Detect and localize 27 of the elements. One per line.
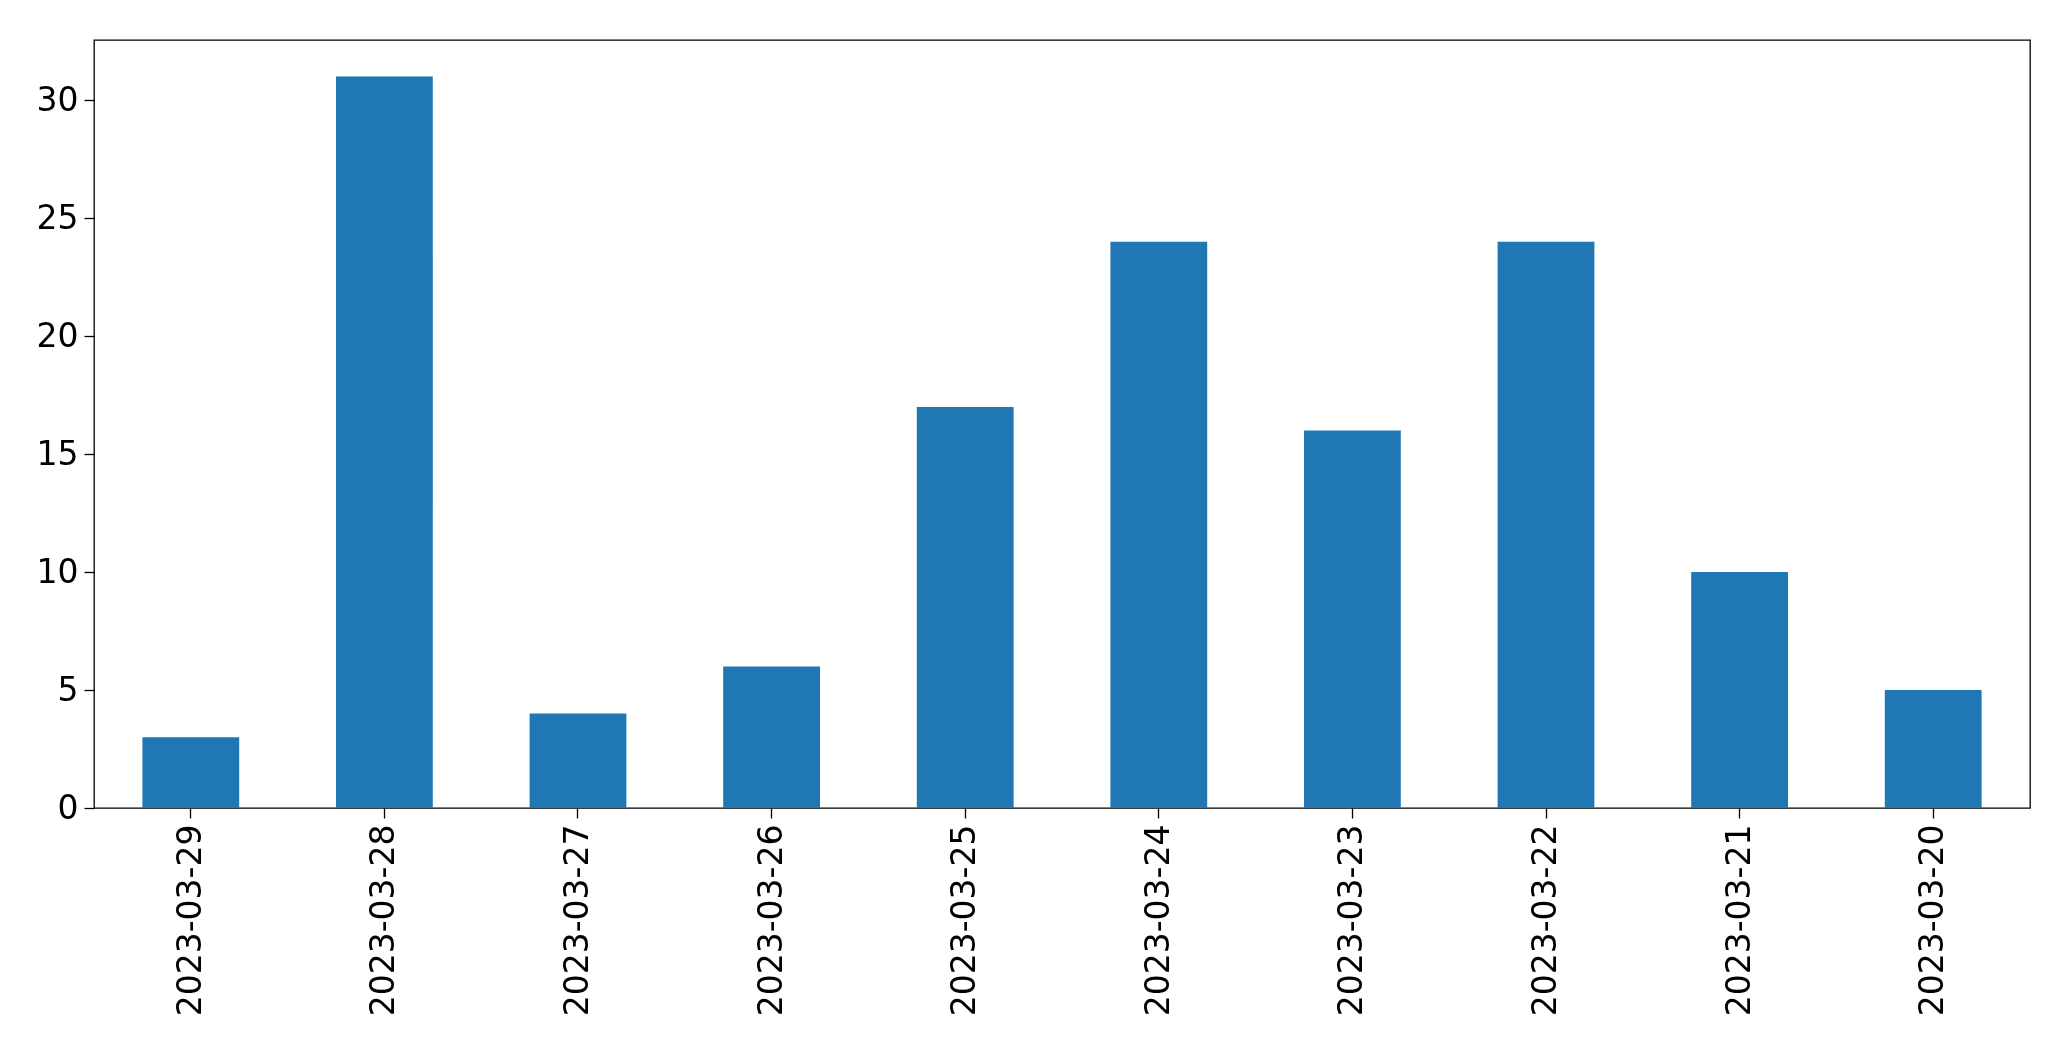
y-tick-label: 0: [57, 787, 79, 827]
x-tick-label: 2023-03-25: [944, 824, 984, 1017]
bar: [1691, 572, 1788, 808]
y-tick-label: 30: [36, 79, 79, 119]
bar: [1304, 430, 1401, 808]
bar: [723, 666, 820, 808]
x-tick-label: 2023-03-20: [1912, 824, 1952, 1017]
bar: [916, 406, 1014, 808]
x-tick-label: 2023-03-26: [750, 824, 790, 1017]
y-tick-label: 25: [36, 197, 79, 237]
bar: [142, 737, 240, 808]
x-tick-label: 2023-03-29: [169, 824, 209, 1017]
y-tick-label: 20: [36, 315, 79, 355]
y-tick-label: 15: [36, 433, 79, 473]
bar: [1110, 241, 1208, 808]
x-tick-label: 2023-03-22: [1525, 824, 1564, 1017]
bar: [1884, 690, 1982, 808]
bar: [336, 76, 433, 808]
y-tick-label: 5: [57, 669, 79, 709]
x-tick-label: 2023-03-28: [363, 824, 403, 1017]
x-tick-label: 2023-03-27: [557, 824, 596, 1017]
bar: [1497, 241, 1595, 808]
y-tick-label: 10: [36, 551, 79, 591]
x-tick-label: 2023-03-21: [1718, 824, 1758, 1017]
x-tick-label: 2023-03-24: [1137, 824, 1177, 1017]
x-tick-label: 2023-03-23: [1331, 824, 1371, 1017]
bar: [529, 713, 627, 808]
